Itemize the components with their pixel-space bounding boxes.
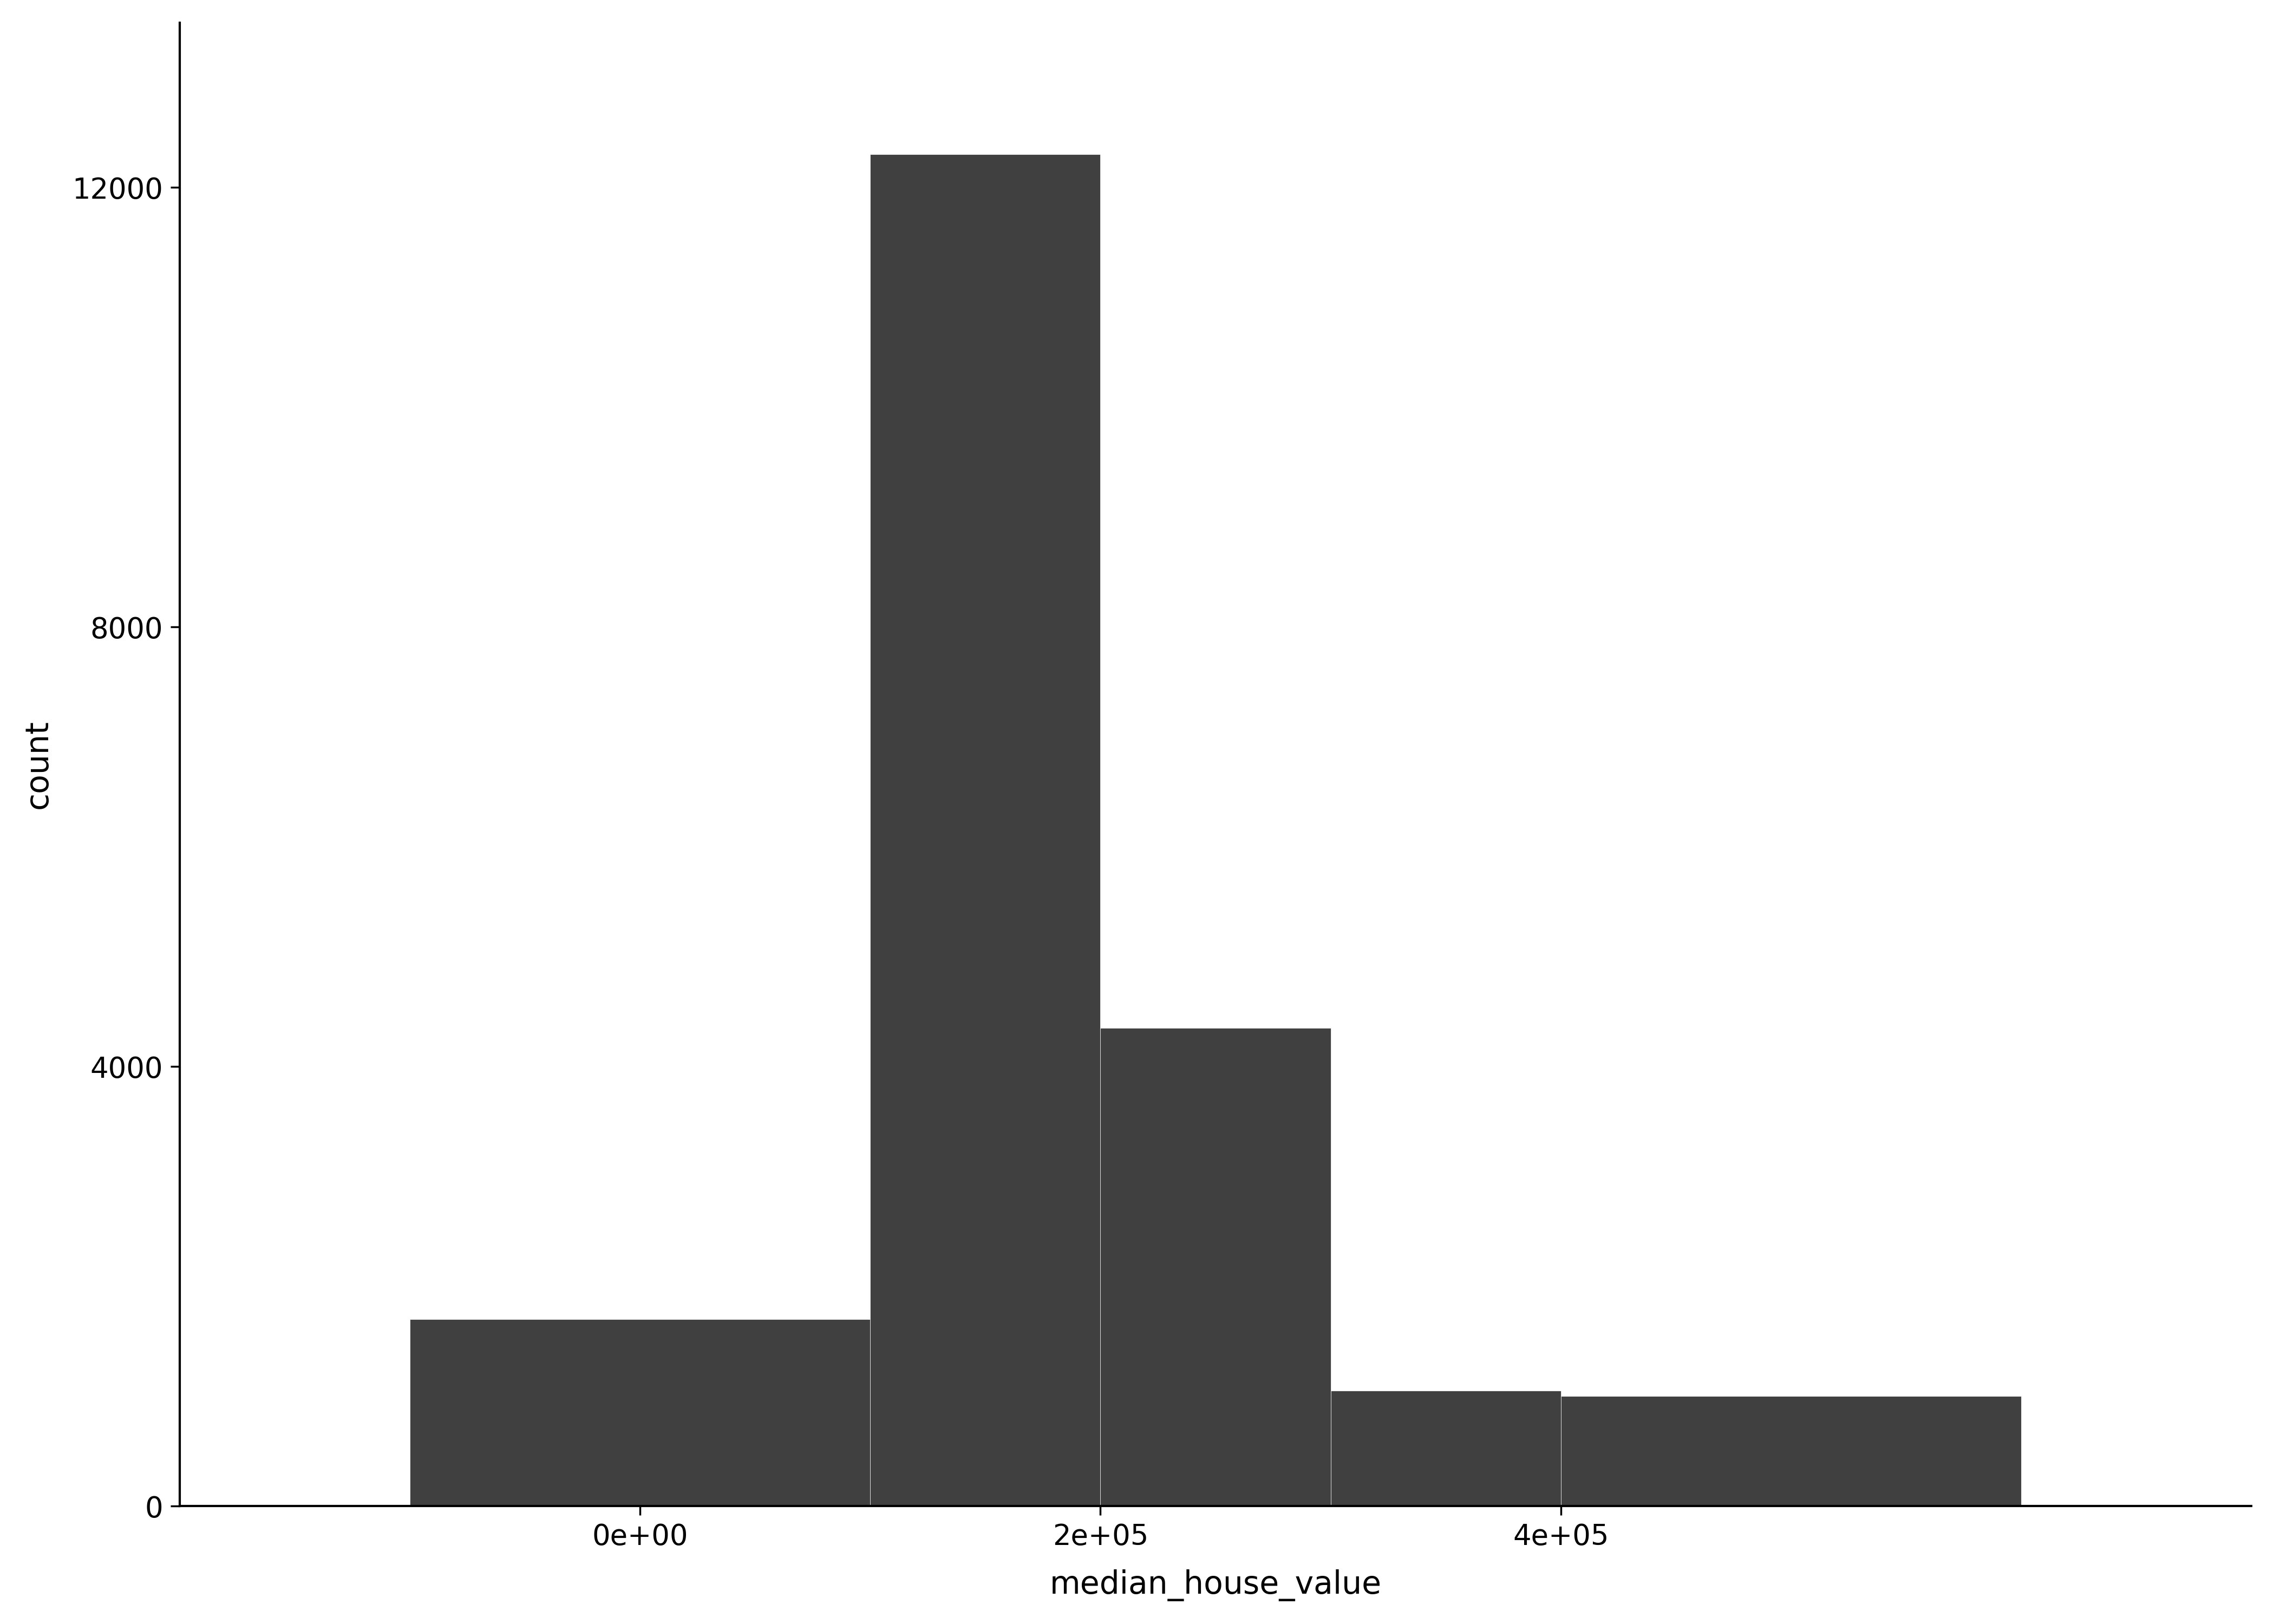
- Bar: [409, 1319, 871, 1505]
- Bar: [1101, 1028, 1330, 1505]
- X-axis label: median_house_value: median_house_value: [1051, 1569, 1383, 1601]
- Bar: [871, 154, 1101, 1505]
- Bar: [1560, 1397, 2022, 1505]
- Y-axis label: count: count: [23, 719, 52, 809]
- Bar: [1330, 1390, 1560, 1505]
